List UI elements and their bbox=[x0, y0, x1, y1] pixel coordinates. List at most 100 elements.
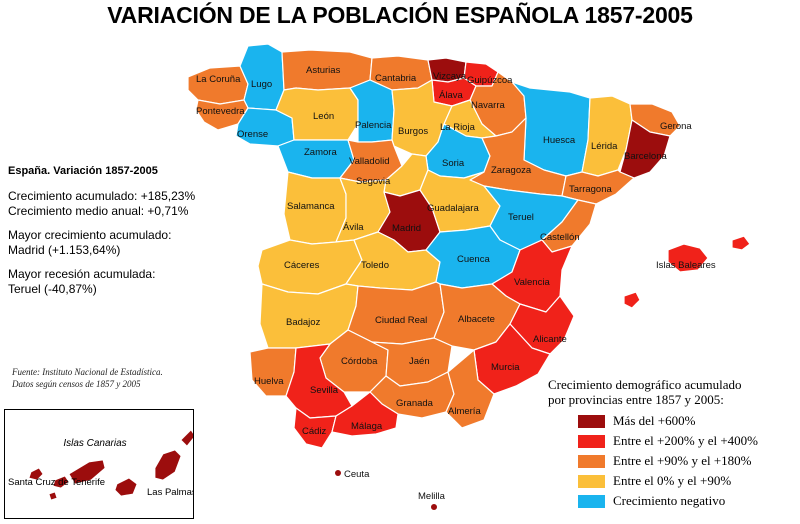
province-label-valencia: Valencia bbox=[514, 277, 550, 288]
legend-label-1: Más del +600% bbox=[613, 413, 696, 428]
province-lerida bbox=[581, 95, 633, 177]
province-label-sevilla: Sevilla bbox=[310, 385, 339, 396]
province-label-soria: Soria bbox=[442, 158, 465, 169]
province-label-lugo: Lugo bbox=[251, 79, 272, 90]
legend-swatch-2 bbox=[578, 434, 605, 448]
province-islas-baleares-island-1 bbox=[667, 243, 709, 273]
province-label-castellon: Castellón bbox=[540, 232, 580, 243]
province-almeria bbox=[445, 349, 495, 429]
province-label-zamora: Zamora bbox=[304, 147, 337, 158]
province-label-asturias: Asturias bbox=[306, 65, 341, 76]
legend-title-line-2: por provincias entre 1857 y 2005: bbox=[548, 392, 724, 407]
provinces-layer bbox=[187, 43, 751, 510]
province-label-la-coruna: La Coruña bbox=[196, 74, 241, 85]
canarias-island-2 bbox=[52, 475, 70, 489]
province-tarragona bbox=[561, 169, 635, 205]
province-label-burgos: Burgos bbox=[398, 126, 428, 137]
province-label-tarragona: Tarragona bbox=[569, 184, 612, 195]
province-label-huesca: Huesca bbox=[543, 135, 576, 146]
province-label-madrid: Madrid bbox=[392, 223, 421, 234]
province-label-albacete: Albacete bbox=[458, 314, 495, 325]
province-label-jaen: Jaén bbox=[409, 356, 430, 367]
province-label-pontevedra: Pontevedra bbox=[196, 106, 245, 117]
province-islas-baleares-island-3 bbox=[623, 291, 641, 309]
source-line-1: Fuente: Instituto Nacional de Estadístic… bbox=[12, 367, 163, 377]
province-label-vizcaya: Vizcaya bbox=[433, 71, 467, 82]
province-label-palencia: Palencia bbox=[355, 120, 392, 131]
stat-mayor-recesion-value: Teruel (-40,87%) bbox=[8, 282, 97, 296]
province-label-cuenca: Cuenca bbox=[457, 254, 490, 265]
province-label-leon: León bbox=[313, 111, 334, 122]
stat-mayor-crecimiento-label: Mayor crecimiento acumulado: bbox=[8, 228, 172, 242]
stat-mayor-crecimiento-value: Madrid (+1.153,64%) bbox=[8, 243, 121, 257]
province-label-toledo: Toledo bbox=[361, 260, 389, 271]
province-label-lerida: Lérida bbox=[591, 141, 618, 152]
legend-item-1: Más del +600% bbox=[578, 411, 758, 431]
province-islas-baleares-island-2 bbox=[731, 235, 751, 251]
province-label-malaga: Málaga bbox=[351, 421, 383, 432]
province-label-cordoba: Córdoba bbox=[341, 356, 378, 367]
province-label-teruel: Teruel bbox=[508, 212, 534, 223]
legend-item-2: Entre el +200% y el +400% bbox=[578, 431, 758, 451]
source-line-2: Datos según censos de 1857 y 2005 bbox=[12, 379, 141, 389]
province-label-alicante: Alicante bbox=[533, 334, 567, 345]
legend-swatch-3 bbox=[578, 454, 605, 468]
stat-crecimiento-acumulado: Crecimiento acumulado: +185,23% bbox=[8, 189, 196, 203]
santa-cruz-label: Santa Cruz de Tenerife bbox=[8, 477, 105, 488]
province-label-huelva: Huelva bbox=[254, 376, 284, 387]
legend: Crecimiento demográfico acumulado por pr… bbox=[548, 377, 758, 511]
legend-swatch-1 bbox=[578, 414, 605, 428]
legend-swatch-5 bbox=[578, 494, 605, 508]
province-label-la-rioja: La Rioja bbox=[440, 122, 476, 133]
province-labels-layer: La Coruña Lugo Pontevedra Orense Asturias Can… bbox=[196, 65, 716, 502]
legend-title: Crecimiento demográfico acumulado por pr… bbox=[548, 377, 758, 407]
map-title: VARIACIÓN DE LA POBLACIÓN ESPAÑOLA 1857-… bbox=[107, 2, 693, 28]
province-label-guadalajara: Guadalajara bbox=[427, 203, 479, 214]
city-melilla-dot bbox=[431, 504, 437, 510]
province-label-alava: Álava bbox=[439, 90, 463, 101]
legend-rows: Más del +600% Entre el +200% y el +400% En… bbox=[548, 411, 758, 511]
legend-label-4: Entre el 0% y el +90% bbox=[613, 473, 732, 488]
province-label-orense: Orense bbox=[237, 129, 268, 140]
province-label-cantabria: Cantabria bbox=[375, 73, 417, 84]
province-la-coruna bbox=[187, 65, 249, 105]
province-ciudad-real bbox=[347, 281, 445, 345]
province-cadiz bbox=[293, 407, 337, 449]
canarias-title: Islas Canarias bbox=[63, 438, 126, 449]
canarias-island-7 bbox=[48, 491, 58, 501]
canarias-island-1 bbox=[28, 467, 44, 481]
legend-label-3: Entre el +90% y el +180% bbox=[613, 453, 752, 468]
stats-heading: España. Variación 1857-2005 bbox=[8, 165, 158, 177]
canarias-island-4 bbox=[114, 477, 138, 497]
city-ceuta-dot bbox=[335, 470, 341, 476]
province-leon bbox=[275, 87, 359, 141]
province-lugo bbox=[239, 43, 285, 111]
stat-crecimiento-medio: Crecimiento medio anual: +0,71% bbox=[8, 204, 189, 218]
canarias-islands bbox=[28, 429, 196, 501]
source-note: Fuente: Instituto Nacional de Estadístic… bbox=[12, 366, 163, 390]
province-label-gerona: Gerona bbox=[660, 121, 692, 132]
province-label-ciudad-real: Ciudad Real bbox=[375, 315, 427, 326]
province-label-islas-baleares: Islas Baleares bbox=[656, 260, 716, 271]
province-label-guipuzcoa: Guipúzcoa bbox=[467, 75, 513, 86]
las-palmas-label: Las Palmas bbox=[147, 487, 193, 498]
province-label-murcia: Murcia bbox=[491, 362, 520, 373]
province-label-avila: Ávila bbox=[343, 222, 364, 233]
legend-item-5: Crecimiento negativo bbox=[578, 491, 758, 511]
province-label-valladolid: Valladolid bbox=[349, 156, 390, 167]
province-label-navarra: Navarra bbox=[471, 100, 506, 111]
legend-title-line-1: Crecimiento demográfico acumulado bbox=[548, 377, 742, 392]
stat-mayor-recesion-label: Mayor recesión acumulada: bbox=[8, 267, 156, 281]
province-label-zaragoza: Zaragoza bbox=[491, 165, 532, 176]
province-label-segovia: Segovia bbox=[356, 176, 391, 187]
city-label-melilla: Melilla bbox=[418, 491, 446, 502]
canarias-inset: Islas Canarias Santa Cruz de Tenerife La… bbox=[4, 409, 197, 519]
legend-item-3: Entre el +90% y el +180% bbox=[578, 451, 758, 471]
province-label-cadiz: Cádiz bbox=[302, 426, 327, 437]
legend-item-4: Entre el 0% y el +90% bbox=[578, 471, 758, 491]
province-barcelona bbox=[619, 119, 671, 179]
province-label-salamanca: Salamanca bbox=[287, 201, 335, 212]
canarias-island-6 bbox=[180, 429, 196, 447]
province-label-badajoz: Badajoz bbox=[286, 317, 321, 328]
